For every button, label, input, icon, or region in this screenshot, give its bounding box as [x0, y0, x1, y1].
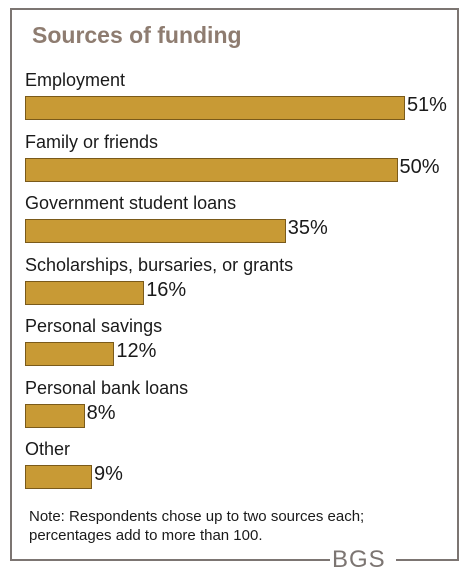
category-label: Employment	[25, 70, 126, 90]
bar	[25, 96, 405, 120]
value-label: 50%	[399, 155, 440, 178]
bar	[25, 342, 115, 366]
category-label: Personal bank loans	[25, 377, 189, 398]
bar	[25, 219, 286, 243]
chart-title: Sources of funding	[32, 22, 242, 48]
category-label: Personal savings	[25, 316, 163, 336]
bar	[25, 157, 398, 182]
value-label: 51%	[406, 94, 447, 116]
frame-bottom-right	[396, 559, 459, 561]
bar	[25, 403, 85, 428]
value-label: 8%	[86, 401, 116, 424]
chart-note: Note: Respondents chose up to two source…	[29, 508, 365, 544]
value-label: 35%	[287, 217, 328, 239]
bar	[25, 465, 93, 489]
logo: BGS	[332, 547, 386, 573]
chart-frame	[10, 8, 459, 561]
value-label: 12%	[116, 340, 157, 362]
category-label: Government student loans	[25, 193, 237, 213]
frame-bottom-left	[10, 559, 330, 561]
category-label: Family or friends	[25, 131, 159, 152]
category-label: Scholarships, bursaries, or grants	[25, 254, 294, 275]
value-label: 16%	[146, 278, 187, 301]
value-label: 9%	[94, 463, 123, 485]
category-label: Other	[25, 439, 71, 459]
bar	[25, 280, 145, 305]
